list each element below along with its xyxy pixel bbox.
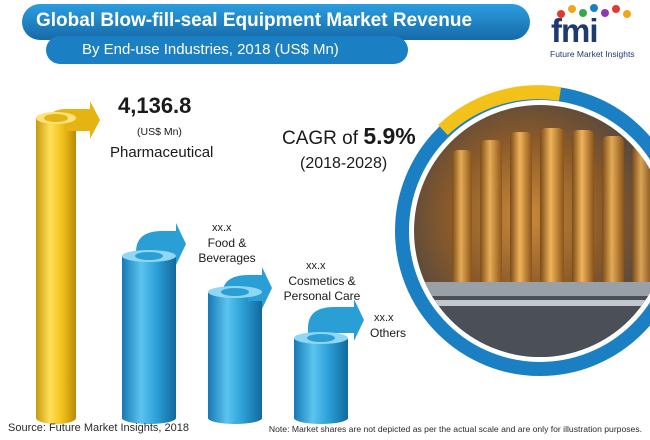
- machine-photo: [395, 85, 650, 376]
- food-beverages-value-label: xx.x: [212, 222, 232, 234]
- logo-tagline: Future Market Insights: [550, 49, 635, 59]
- bar-food-beverages: [122, 223, 186, 424]
- bar-body-cosmetics-personal-care: [208, 292, 262, 418]
- bar-top-opening-pharmaceutical: [44, 114, 68, 122]
- source-note: Source: Future Market Insights, 2018: [8, 422, 189, 434]
- category-label-pharmaceutical: Pharmaceutical: [110, 144, 214, 161]
- category-label-others: Others: [370, 326, 407, 340]
- cosmetics-value-label: xx.x: [306, 260, 326, 272]
- scale-disclaimer: Note: Market shares are not depicted as …: [268, 424, 642, 434]
- bar-arrow-others: [308, 299, 364, 341]
- bar-cosmetics-personal-care: [208, 267, 272, 424]
- cagr-label: CAGR of 5.9%: [282, 123, 416, 150]
- bar-pharmaceutical: [36, 101, 100, 424]
- bar-body-others: [294, 338, 348, 418]
- fmi-logo-mark: [557, 4, 631, 18]
- cagr-period: (2018-2028): [300, 155, 388, 172]
- bar-base-food-beverages: [122, 412, 176, 424]
- category-label-food-beverages: Food & Beverages: [198, 236, 256, 265]
- chart-subtitle: By End-use Industries, 2018 (US$ Mn): [82, 41, 339, 58]
- title-banner: [22, 4, 530, 64]
- logo-wordmark: fmi: [551, 12, 598, 49]
- unit-label: (US$ Mn): [137, 126, 182, 138]
- cagr-value: 5.9%: [363, 123, 416, 149]
- bar-others: [294, 299, 364, 424]
- bar-body-pharmaceutical: [36, 118, 76, 418]
- bar-base-pharmaceutical: [36, 412, 76, 424]
- cagr-prefix: CAGR of: [282, 128, 359, 149]
- category-label-cosmetics: Cosmetics & Personal Care: [283, 274, 361, 303]
- chart-title: Global Blow-fill-seal Equipment Market R…: [36, 10, 473, 31]
- others-value-label: xx.x: [374, 312, 394, 324]
- bar-base-cosmetics-personal-care: [208, 412, 262, 424]
- bar-cylinders: [36, 101, 364, 424]
- bar-top-opening-cosmetics-personal-care: [221, 288, 249, 296]
- ampoule-row: [452, 128, 650, 290]
- bar-top-opening-others: [307, 334, 335, 342]
- bar-top-opening-food-beverages: [135, 252, 163, 260]
- bar-base-others: [294, 412, 348, 424]
- pharmaceutical-value-label: 4,136.8: [118, 93, 192, 118]
- bar-body-food-beverages: [122, 256, 176, 418]
